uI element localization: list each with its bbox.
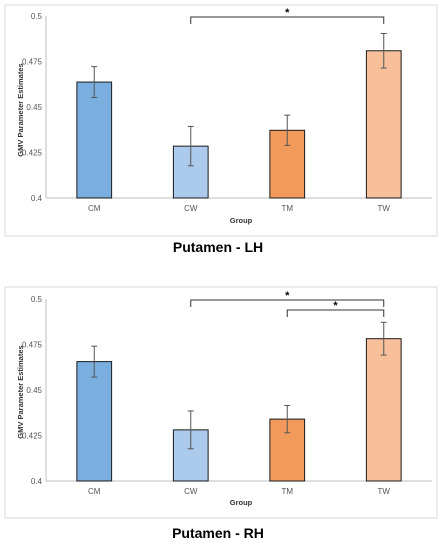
chart-border bbox=[4, 4, 438, 237]
y-axis-label: GMV Parameter Estimates bbox=[16, 345, 25, 438]
chart-putamen-rh: GMV Parameter Estimates Group Putamen - … bbox=[4, 286, 438, 541]
y-tick-label: 0.45 bbox=[26, 386, 42, 395]
y-axis-label: GMV Parameter Estimates bbox=[16, 63, 25, 156]
y-tick-label: 0.5 bbox=[31, 12, 43, 21]
y-tick-label: 0.475 bbox=[22, 341, 43, 350]
chart-border bbox=[4, 286, 438, 519]
bar-tw bbox=[365, 338, 402, 482]
x-tick-label: TW bbox=[378, 204, 391, 213]
x-tick-label: TM bbox=[281, 204, 293, 213]
x-tick-label: TW bbox=[378, 487, 391, 496]
x-tick-label: TM bbox=[281, 487, 293, 496]
x-axis-label: Group bbox=[230, 216, 253, 225]
chart-title: Putamen - RH bbox=[172, 525, 264, 541]
significance-star: * bbox=[285, 290, 290, 302]
bar-cm bbox=[76, 81, 113, 199]
significance-star: * bbox=[333, 300, 338, 312]
bar-cm bbox=[76, 361, 113, 482]
x-tick-label: CM bbox=[88, 204, 101, 213]
chart-putamen-lh: GMV Parameter Estimates Group Putamen - … bbox=[4, 4, 438, 255]
significance-bracket bbox=[190, 299, 385, 307]
significance-bracket bbox=[286, 309, 385, 317]
y-tick-label: 0.5 bbox=[31, 295, 43, 304]
x-tick-label: CW bbox=[184, 204, 198, 213]
significance-bracket bbox=[190, 16, 385, 24]
x-tick-label: CM bbox=[88, 487, 101, 496]
bar-tw bbox=[365, 50, 402, 199]
significance-star: * bbox=[285, 7, 290, 19]
y-tick-label: 0.4 bbox=[31, 477, 43, 486]
y-tick-label: 0.4 bbox=[31, 194, 43, 203]
y-tick-label: 0.475 bbox=[22, 58, 43, 67]
y-tick-label: 0.425 bbox=[22, 149, 43, 158]
chart-title: Putamen - LH bbox=[173, 239, 263, 255]
x-tick-label: CW bbox=[184, 487, 198, 496]
y-tick-label: 0.425 bbox=[22, 432, 43, 441]
x-axis-label: Group bbox=[230, 498, 253, 507]
y-tick-label: 0.45 bbox=[26, 103, 42, 112]
